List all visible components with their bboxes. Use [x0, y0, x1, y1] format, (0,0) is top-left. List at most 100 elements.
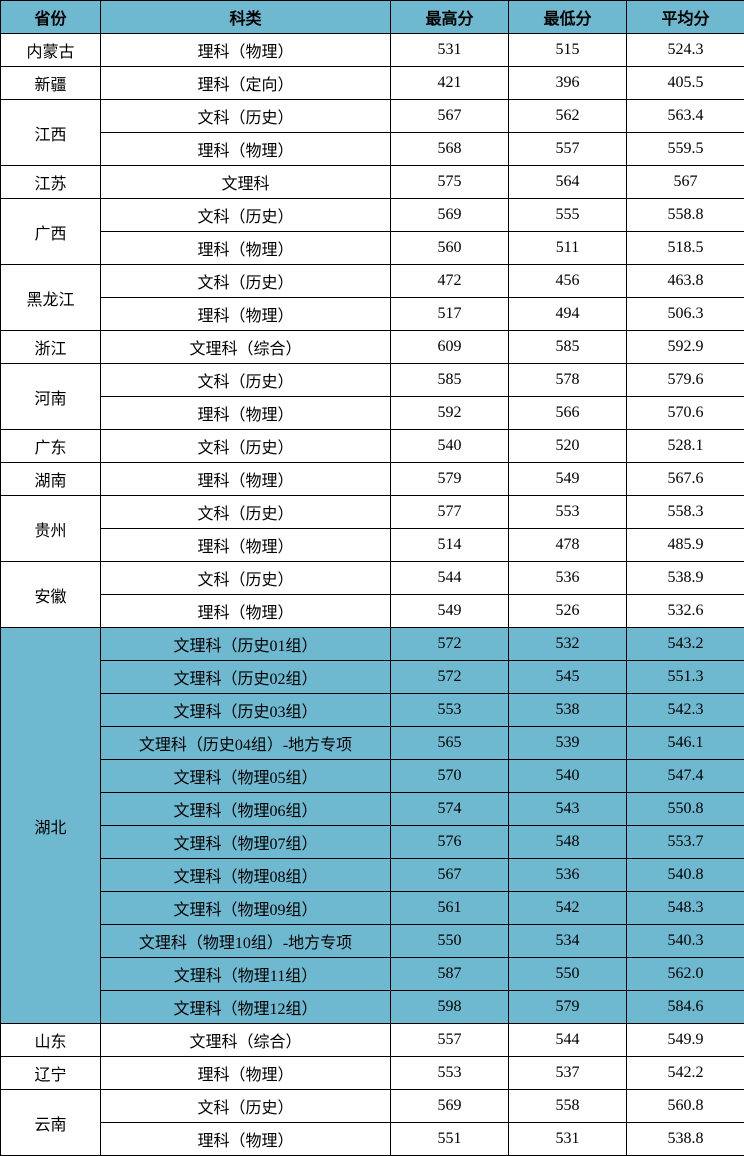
subject-cell: 文理科（物理06组）	[101, 793, 391, 826]
subject-cell: 文科（历史）	[101, 430, 391, 463]
min-cell: 578	[509, 364, 627, 397]
avg-cell: 538.8	[627, 1123, 744, 1156]
column-header-1: 科类	[101, 1, 391, 34]
min-cell: 553	[509, 496, 627, 529]
subject-cell: 文理科（物理12组）	[101, 991, 391, 1024]
min-cell: 539	[509, 727, 627, 760]
max-cell: 472	[391, 265, 509, 298]
max-cell: 575	[391, 166, 509, 199]
avg-cell: 567	[627, 166, 744, 199]
min-cell: 532	[509, 628, 627, 661]
province-cell: 广西	[1, 199, 101, 265]
table-row: 内蒙古理科（物理）531515524.3	[1, 34, 744, 67]
avg-cell: 543.2	[627, 628, 744, 661]
subject-cell: 理科（物理）	[101, 1057, 391, 1090]
avg-cell: 558.8	[627, 199, 744, 232]
min-cell: 545	[509, 661, 627, 694]
max-cell: 560	[391, 232, 509, 265]
subject-cell: 文理科（物理11组）	[101, 958, 391, 991]
min-cell: 562	[509, 100, 627, 133]
max-cell: 517	[391, 298, 509, 331]
avg-cell: 550.8	[627, 793, 744, 826]
avg-cell: 562.0	[627, 958, 744, 991]
table-row: 文理科（物理07组）576548553.7	[1, 826, 744, 859]
table-row: 理科（物理）560511518.5	[1, 232, 744, 265]
subject-cell: 文科（历史）	[101, 265, 391, 298]
max-cell: 557	[391, 1024, 509, 1057]
min-cell: 585	[509, 331, 627, 364]
table-row: 理科（物理）551531538.8	[1, 1123, 744, 1156]
avg-cell: 542.3	[627, 694, 744, 727]
avg-cell: 524.3	[627, 34, 744, 67]
table-row: 文理科（物理09组）561542548.3	[1, 892, 744, 925]
subject-cell: 文理科（物理08组）	[101, 859, 391, 892]
subject-cell: 文理科（历史01组）	[101, 628, 391, 661]
min-cell: 536	[509, 859, 627, 892]
avg-cell: 540.8	[627, 859, 744, 892]
avg-cell: 567.6	[627, 463, 744, 496]
avg-cell: 553.7	[627, 826, 744, 859]
column-header-4: 平均分	[627, 1, 744, 34]
min-cell: 550	[509, 958, 627, 991]
scores-table: 省份科类最高分最低分平均分 内蒙古理科（物理）531515524.3新疆理科（定…	[0, 0, 744, 1156]
table-row: 贵州文科（历史）577553558.3	[1, 496, 744, 529]
table-row: 辽宁理科（物理）553537542.2	[1, 1057, 744, 1090]
subject-cell: 理科（物理）	[101, 298, 391, 331]
max-cell: 570	[391, 760, 509, 793]
province-cell: 安徽	[1, 562, 101, 628]
max-cell: 553	[391, 694, 509, 727]
table-row: 新疆理科（定向）421396405.5	[1, 67, 744, 100]
province-cell: 辽宁	[1, 1057, 101, 1090]
max-cell: 592	[391, 397, 509, 430]
province-cell: 内蒙古	[1, 34, 101, 67]
province-cell: 江西	[1, 100, 101, 166]
avg-cell: 592.9	[627, 331, 744, 364]
table-row: 江西文科（历史）567562563.4	[1, 100, 744, 133]
avg-cell: 584.6	[627, 991, 744, 1024]
min-cell: 540	[509, 760, 627, 793]
subject-cell: 文科（历史）	[101, 364, 391, 397]
column-header-2: 最高分	[391, 1, 509, 34]
avg-cell: 485.9	[627, 529, 744, 562]
table-body: 内蒙古理科（物理）531515524.3新疆理科（定向）421396405.5江…	[1, 34, 744, 1156]
min-cell: 558	[509, 1090, 627, 1123]
max-cell: 609	[391, 331, 509, 364]
max-cell: 576	[391, 826, 509, 859]
province-cell: 河南	[1, 364, 101, 430]
subject-cell: 文理科（物理05组）	[101, 760, 391, 793]
table-row: 文理科（物理10组）-地方专项550534540.3	[1, 925, 744, 958]
max-cell: 567	[391, 859, 509, 892]
min-cell: 542	[509, 892, 627, 925]
table-row: 湖北文理科（历史01组）572532543.2	[1, 628, 744, 661]
min-cell: 555	[509, 199, 627, 232]
column-header-3: 最低分	[509, 1, 627, 34]
avg-cell: 542.2	[627, 1057, 744, 1090]
province-cell: 浙江	[1, 331, 101, 364]
table-row: 理科（物理）514478485.9	[1, 529, 744, 562]
max-cell: 569	[391, 1090, 509, 1123]
subject-cell: 理科（定向）	[101, 67, 391, 100]
province-cell: 湖北	[1, 628, 101, 1024]
avg-cell: 405.5	[627, 67, 744, 100]
max-cell: 561	[391, 892, 509, 925]
max-cell: 598	[391, 991, 509, 1024]
avg-cell: 549.9	[627, 1024, 744, 1057]
max-cell: 553	[391, 1057, 509, 1090]
subject-cell: 文科（历史）	[101, 562, 391, 595]
max-cell: 568	[391, 133, 509, 166]
min-cell: 511	[509, 232, 627, 265]
table-row: 文理科（物理12组）598579584.6	[1, 991, 744, 1024]
table-row: 云南文科（历史）569558560.8	[1, 1090, 744, 1123]
min-cell: 534	[509, 925, 627, 958]
avg-cell: 518.5	[627, 232, 744, 265]
subject-cell: 理科（物理）	[101, 1123, 391, 1156]
max-cell: 514	[391, 529, 509, 562]
max-cell: 577	[391, 496, 509, 529]
table-row: 河南文科（历史）585578579.6	[1, 364, 744, 397]
min-cell: 579	[509, 991, 627, 1024]
subject-cell: 文理科（物理10组）-地方专项	[101, 925, 391, 958]
subject-cell: 文科（历史）	[101, 1090, 391, 1123]
table-row: 文理科（历史03组）553538542.3	[1, 694, 744, 727]
subject-cell: 理科（物理）	[101, 133, 391, 166]
subject-cell: 理科（物理）	[101, 529, 391, 562]
